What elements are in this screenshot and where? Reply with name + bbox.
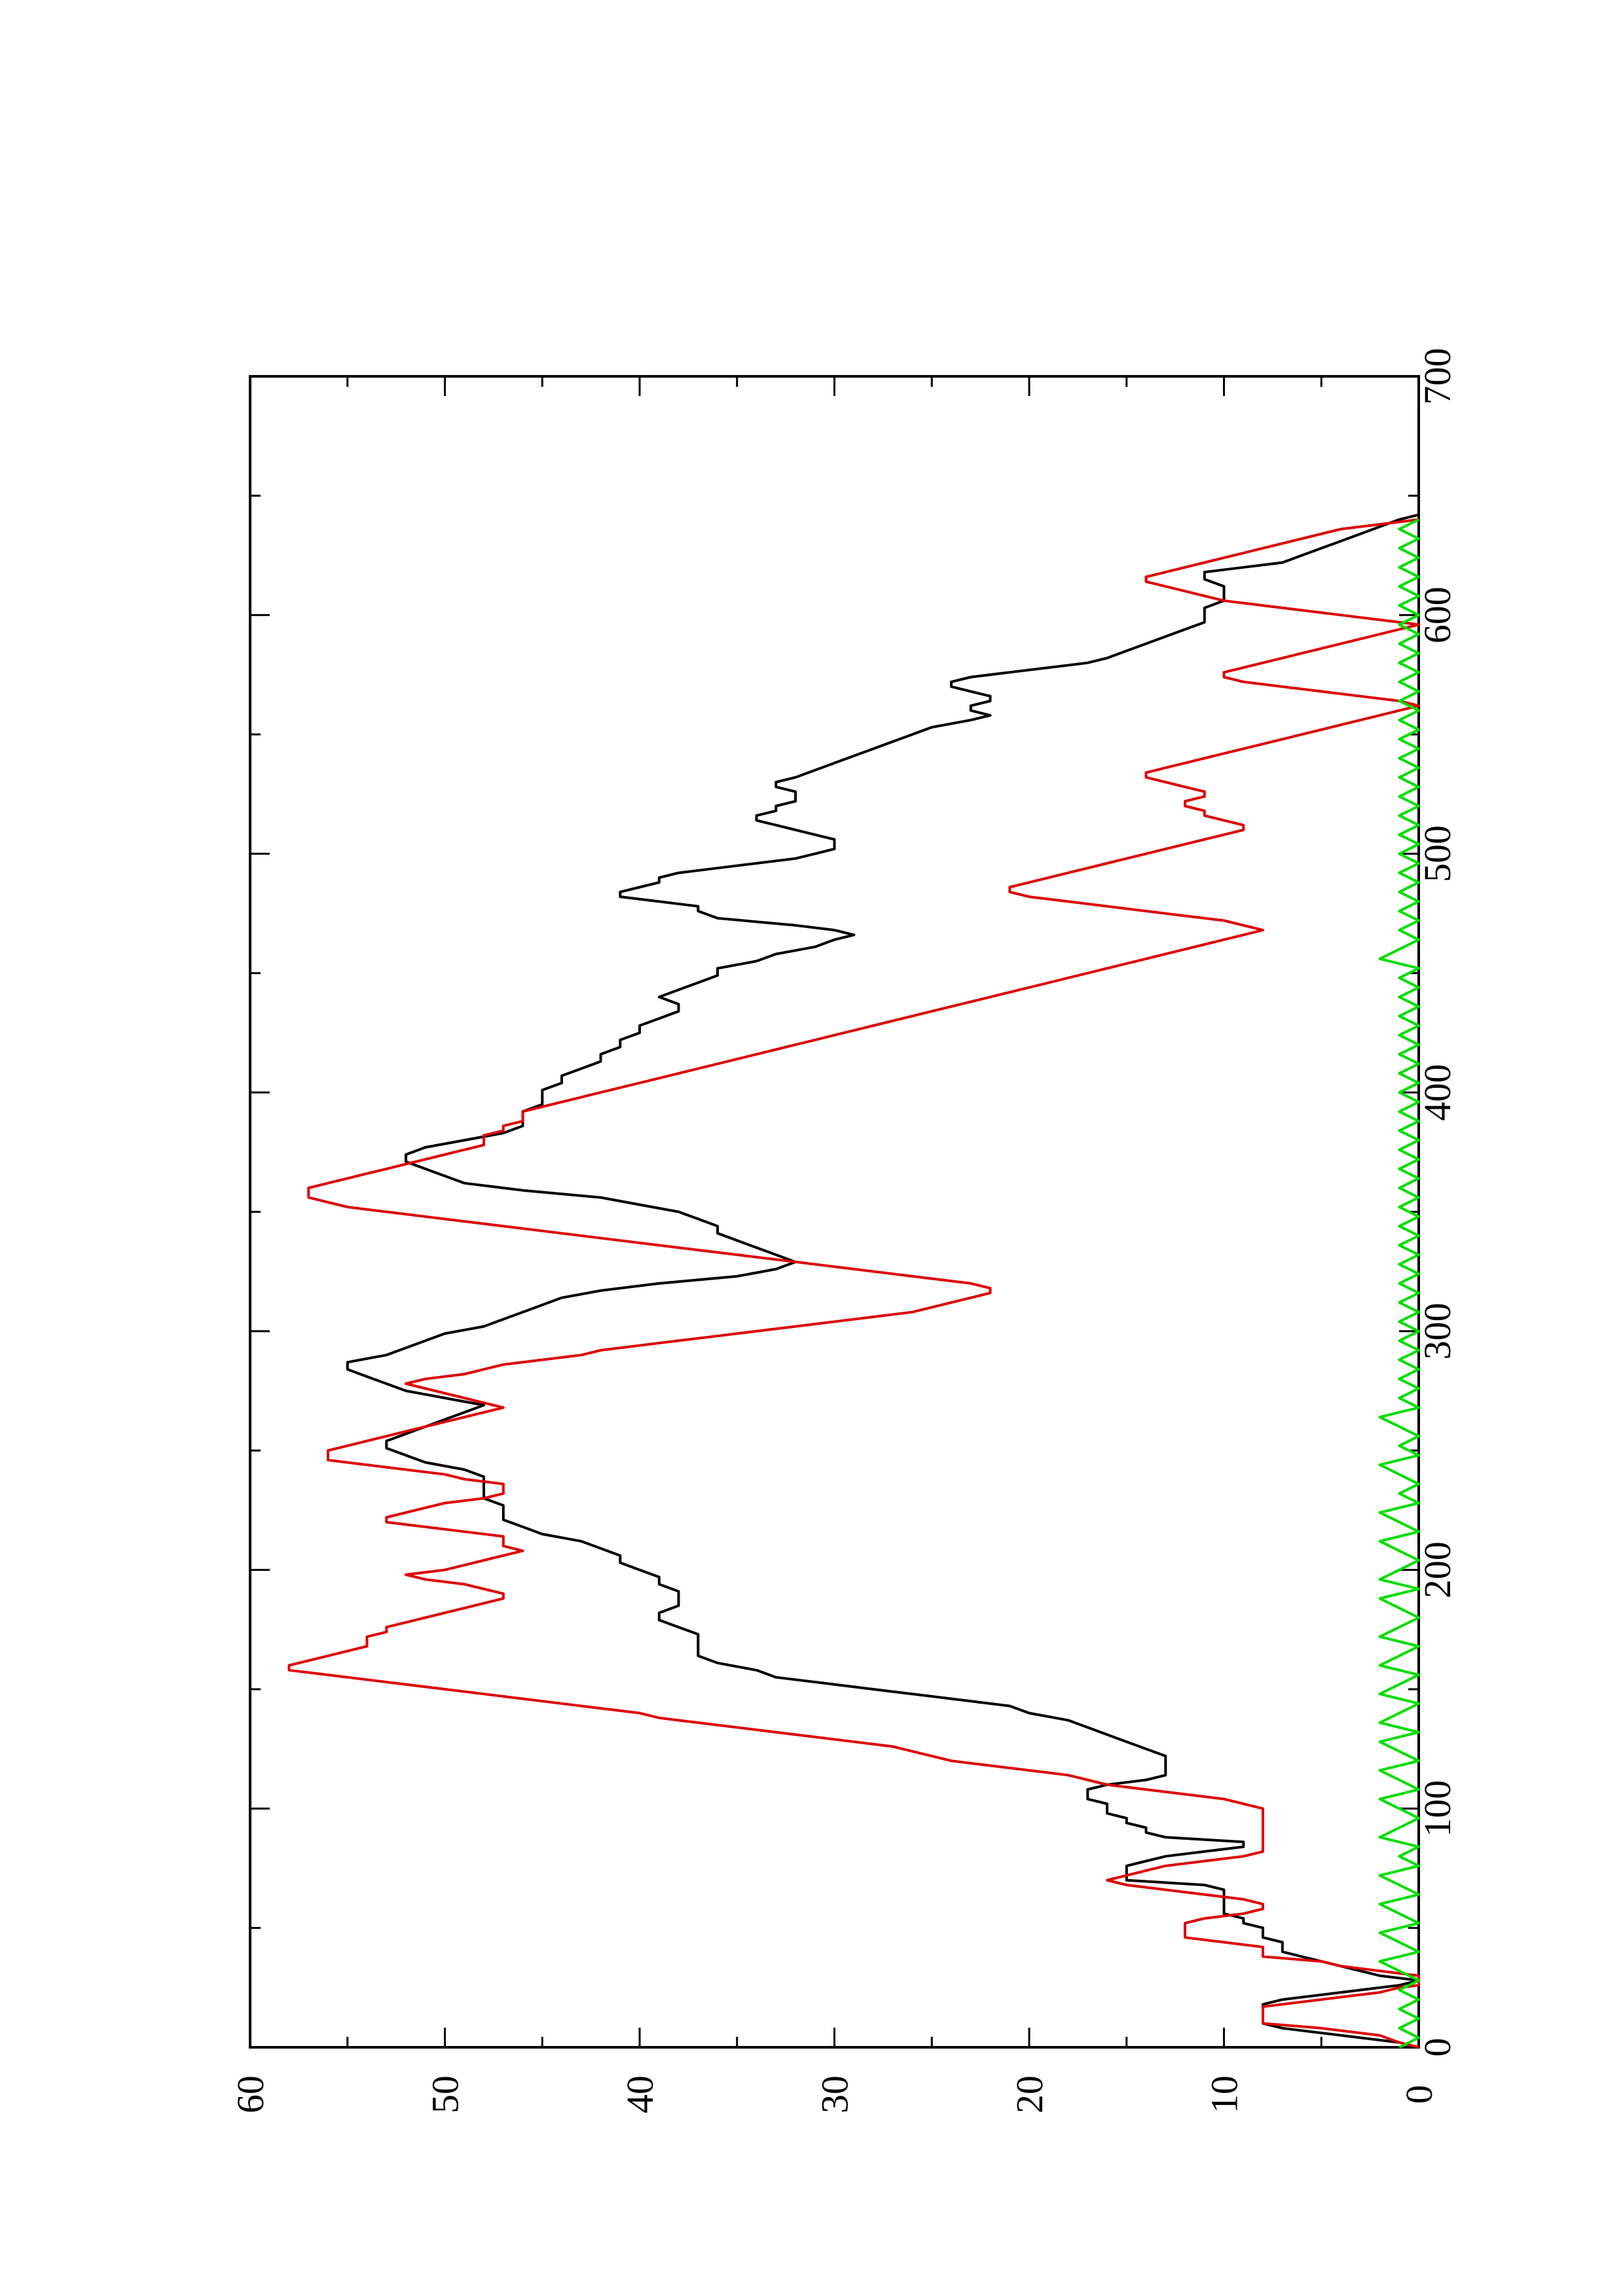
chart-axes: 0 100 200 300 400 500 600 700 0 10 20 30 40 50 60 xyxy=(229,348,1459,2114)
x-tick-label: 0 xyxy=(1416,2038,1459,2057)
series-line-red xyxy=(287,518,1420,2049)
plot-frame xyxy=(249,375,1420,2049)
x-tick-label: 100 xyxy=(1416,1780,1459,1837)
x-tick-label: 400 xyxy=(1416,1064,1459,1121)
y-tick-label: 20 xyxy=(1008,2075,1051,2113)
plot-area xyxy=(287,513,1420,2049)
y-tick-label: 50 xyxy=(424,2075,467,2113)
y-tick-label: 40 xyxy=(619,2075,661,2113)
y-tick-label: 30 xyxy=(814,2075,856,2113)
y-tick-label: 10 xyxy=(1203,2075,1246,2113)
series-line-black xyxy=(346,513,1420,2049)
y-tick-label: 60 xyxy=(229,2075,272,2113)
x-tick-label: 200 xyxy=(1416,1541,1459,1598)
x-tick-label: 300 xyxy=(1416,1302,1459,1359)
y-tick-label: 0 xyxy=(1398,2085,1440,2104)
series-line-green xyxy=(1378,518,1420,2049)
x-tick-label: 700 xyxy=(1416,348,1459,405)
x-tick-label: 500 xyxy=(1416,825,1459,882)
x-tick-label: 600 xyxy=(1416,586,1459,643)
